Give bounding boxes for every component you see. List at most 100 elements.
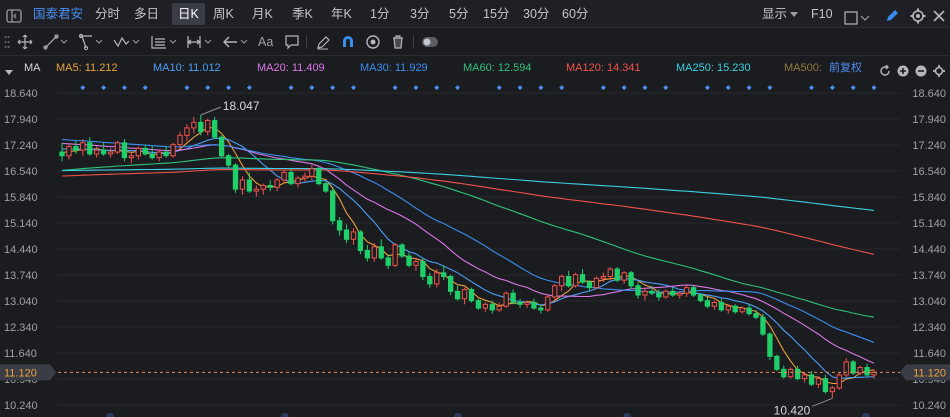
candle-body bbox=[774, 355, 780, 370]
current-price-label-left: 11.120 bbox=[4, 367, 37, 379]
display-menu[interactable]: 显示 bbox=[762, 0, 799, 28]
candle-up bbox=[711, 300, 718, 310]
moving-averages bbox=[61, 126, 875, 385]
candle-up bbox=[135, 146, 141, 160]
ma-legend: MA MA5: 11.212 MA10: 11.012 MA20: 11.409… bbox=[0, 56, 950, 80]
candle-body bbox=[378, 246, 384, 259]
candle-body bbox=[107, 151, 114, 155]
candle-up bbox=[295, 176, 301, 188]
period-tab-15min[interactable]: 15分 bbox=[483, 7, 510, 21]
candle-up bbox=[302, 172, 308, 182]
event-marker-dot bbox=[850, 85, 856, 91]
period-tab-weekly[interactable]: 周K bbox=[213, 7, 234, 21]
candle-down bbox=[447, 274, 454, 296]
range-tool-icon[interactable] bbox=[186, 32, 214, 52]
refresh-icon[interactable] bbox=[879, 62, 891, 76]
legend-ma60: MA60: 12.594 bbox=[463, 62, 532, 74]
candle-body bbox=[323, 183, 329, 192]
fibonacci-tool-icon[interactable] bbox=[150, 32, 178, 52]
y-tick-label-right: 12.340 bbox=[912, 322, 946, 334]
candle-down bbox=[336, 217, 343, 236]
candle-up bbox=[496, 302, 502, 312]
collapse-indicator-icon[interactable] bbox=[4, 63, 14, 75]
kline-chart[interactable]: 18.640 18.640 17.940 17.940 17.240 17.240 16.5… bbox=[0, 80, 950, 417]
period-tab-quarterly[interactable]: 季K bbox=[292, 7, 313, 21]
toggle-drawings-icon[interactable] bbox=[421, 32, 439, 52]
candle-up bbox=[66, 144, 72, 160]
candle-down bbox=[586, 280, 593, 292]
candle-body bbox=[135, 147, 141, 157]
visibility-eye-icon[interactable] bbox=[365, 32, 381, 52]
sidebar-toggle-icon[interactable] bbox=[6, 6, 22, 23]
kline-chart-svg[interactable]: 18.640 18.640 17.940 17.940 17.240 17.240 16.5… bbox=[0, 80, 950, 417]
candle-body bbox=[212, 119, 218, 138]
event-marker-dot bbox=[434, 85, 440, 91]
comment-tool-icon[interactable] bbox=[284, 32, 300, 52]
drag-handle-icon[interactable] bbox=[4, 32, 10, 52]
period-tab-daily[interactable]: 日K bbox=[172, 3, 205, 25]
event-markers bbox=[80, 85, 877, 91]
candle-down bbox=[774, 354, 780, 372]
layout-menu[interactable] bbox=[844, 7, 870, 25]
y-tick-label-left: 12.340 bbox=[4, 322, 38, 334]
close-icon[interactable] bbox=[932, 6, 946, 22]
candle-body bbox=[468, 288, 475, 302]
period-tab-3min[interactable]: 3分 bbox=[410, 7, 430, 21]
stock-name[interactable]: 国泰君安 bbox=[33, 7, 84, 21]
period-tab-yearly[interactable]: 年K bbox=[331, 7, 352, 21]
candle-down bbox=[225, 153, 232, 169]
legend-ma20: MA20: 11.409 bbox=[257, 62, 325, 74]
wave-tool-icon[interactable] bbox=[113, 32, 141, 52]
period-tab-monthly[interactable]: 月K bbox=[252, 7, 273, 21]
candle-down bbox=[385, 254, 391, 270]
event-marker-dot bbox=[330, 85, 336, 91]
channel-tool-icon[interactable] bbox=[78, 32, 104, 52]
candle-body bbox=[482, 303, 489, 309]
line-tool-icon[interactable] bbox=[43, 32, 69, 52]
event-marker-dot bbox=[309, 85, 315, 91]
candle-body bbox=[274, 179, 280, 188]
f10-button[interactable]: F10 bbox=[811, 7, 833, 21]
candle-down bbox=[579, 269, 586, 284]
candle-body bbox=[281, 171, 287, 181]
candle-down bbox=[822, 374, 829, 394]
event-marker-dot bbox=[455, 85, 461, 91]
period-tab-30min[interactable]: 30分 bbox=[523, 7, 550, 21]
candle-body bbox=[829, 387, 836, 393]
candle-up bbox=[482, 302, 489, 312]
event-marker-dot bbox=[351, 85, 356, 91]
period-tab-intraday[interactable]: 分时 bbox=[95, 7, 121, 21]
candle-down bbox=[232, 163, 239, 193]
period-tab-1min[interactable]: 1分 bbox=[370, 7, 390, 21]
event-marker-dot bbox=[246, 85, 252, 91]
text-tool[interactable]: Aa bbox=[258, 35, 274, 49]
y-tick-label-right: 16.540 bbox=[912, 166, 946, 178]
candle-down bbox=[420, 257, 426, 281]
indicator-name[interactable]: MA bbox=[24, 62, 41, 74]
candle-body bbox=[795, 368, 801, 380]
draw-pen-icon[interactable] bbox=[884, 6, 900, 22]
event-marker-dot bbox=[538, 85, 544, 91]
indicator-settings-icon[interactable] bbox=[933, 62, 945, 77]
remove-indicator-icon[interactable] bbox=[915, 62, 927, 77]
trash-icon[interactable] bbox=[390, 32, 406, 52]
candle-up bbox=[524, 300, 530, 309]
magnet-icon[interactable] bbox=[340, 32, 356, 52]
ma-line-ma250 bbox=[61, 167, 875, 211]
crosshair-move-icon[interactable] bbox=[16, 32, 34, 52]
adjust-mode-button[interactable]: 前复权 bbox=[829, 62, 862, 74]
period-tab-60min[interactable]: 60分 bbox=[562, 7, 589, 21]
ma-line-ma5 bbox=[61, 126, 875, 385]
eraser-pen-icon[interactable] bbox=[315, 32, 331, 52]
add-indicator-icon[interactable] bbox=[897, 62, 909, 77]
arrow-tool-icon[interactable] bbox=[222, 32, 250, 52]
period-tab-multiday[interactable]: 多日 bbox=[134, 7, 160, 21]
settings-icon[interactable] bbox=[910, 6, 926, 24]
candle-body bbox=[822, 378, 829, 393]
period-tab-5min[interactable]: 5分 bbox=[449, 7, 469, 21]
candle-down bbox=[718, 298, 724, 312]
current-price-label-right: 11.120 bbox=[913, 367, 946, 379]
y-tick-label-left: 17.240 bbox=[4, 140, 38, 152]
candle-body bbox=[399, 244, 405, 257]
display-label: 显示 bbox=[762, 7, 788, 21]
